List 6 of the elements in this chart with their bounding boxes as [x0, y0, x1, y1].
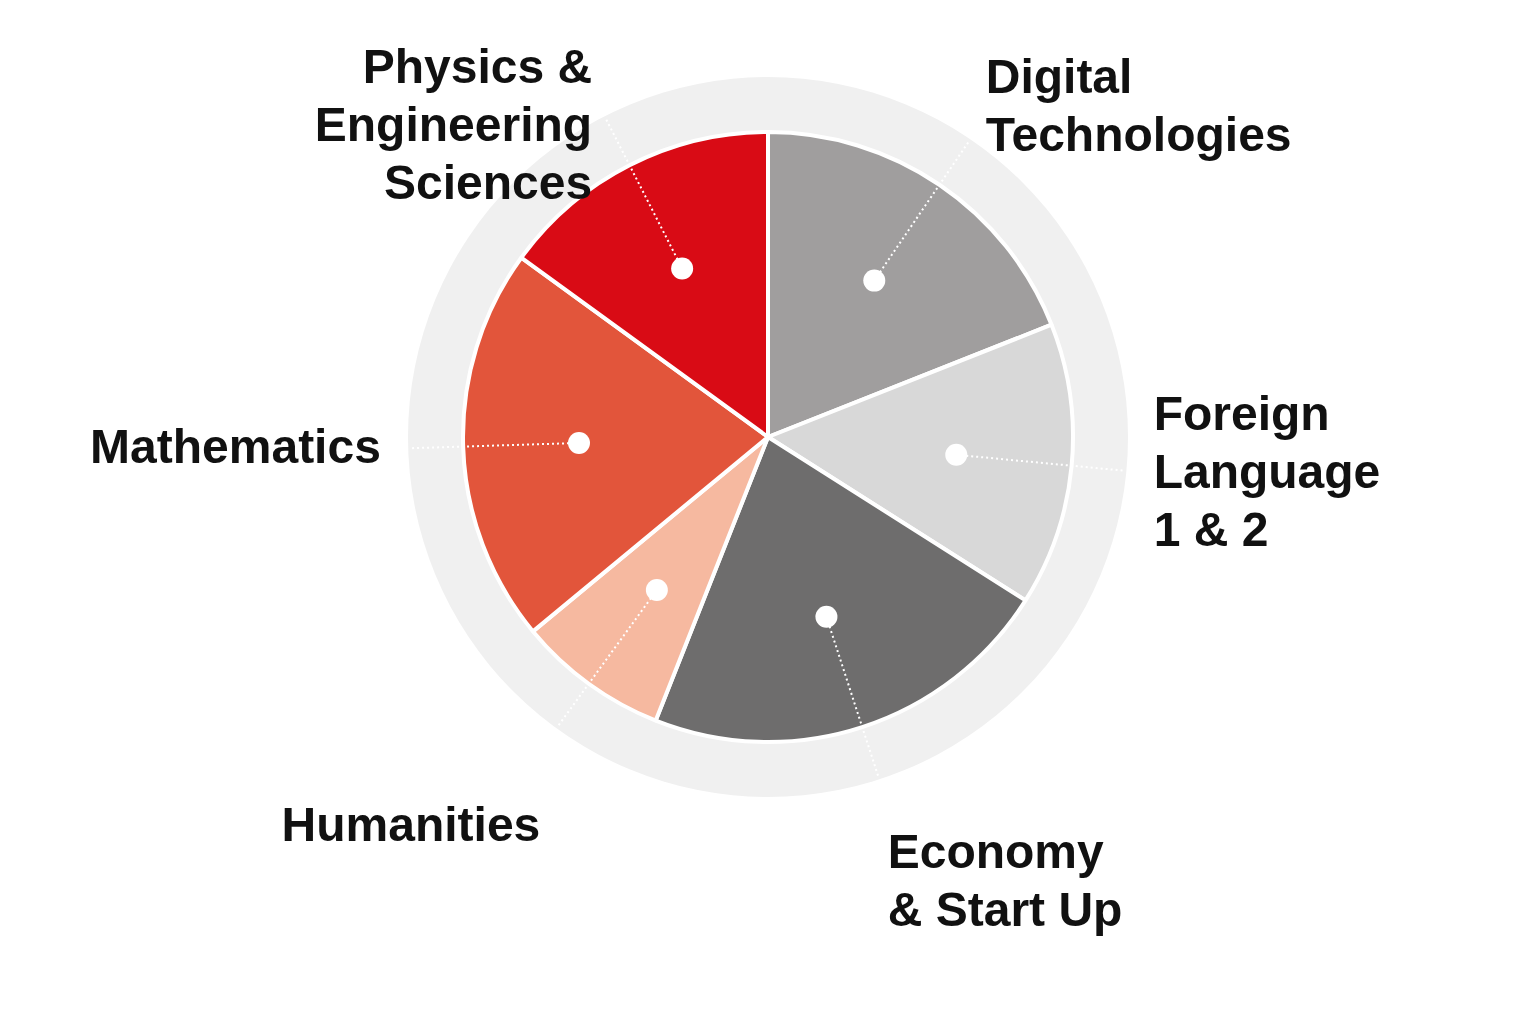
slice-label: Humanities	[281, 798, 541, 852]
slice-label: Mathematics	[90, 419, 381, 473]
slice-label: Economy & Start Up	[887, 825, 1123, 937]
slice-label: Physics & Engineering Sciences	[314, 40, 593, 210]
slice-label: Foreign Language 1 & 2	[1153, 386, 1381, 556]
slice-label: Digital Technologies	[985, 50, 1292, 162]
